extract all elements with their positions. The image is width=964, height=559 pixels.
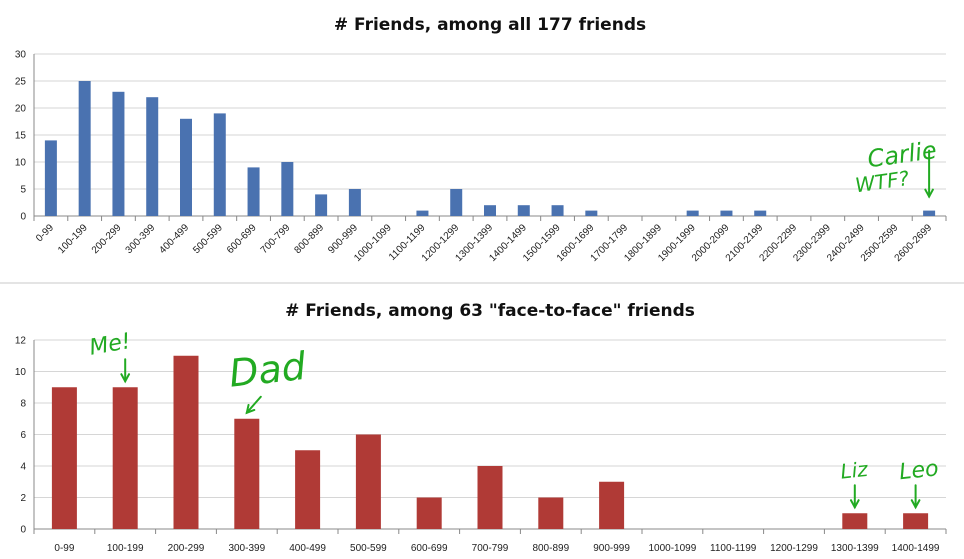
bar (315, 194, 328, 216)
bar (484, 205, 496, 216)
annotation-text: Leo (898, 456, 940, 485)
bar (416, 210, 429, 216)
annotation-arrow (245, 395, 262, 415)
y-tick-label: 20 (15, 104, 27, 115)
bar (146, 97, 159, 216)
x-tick-label: 300-399 (124, 222, 158, 256)
x-tick-label: 900-999 (593, 543, 630, 554)
chart-1: # Friends, among all 177 friends 0 5 10 15 20… (15, 15, 947, 264)
x-tick-label: 900-999 (326, 222, 360, 256)
bar (247, 167, 260, 216)
bar (51, 387, 77, 529)
x-tick-label: 700-799 (259, 222, 293, 256)
bar (281, 162, 294, 216)
y-tick-label: 6 (20, 430, 26, 441)
x-tick-label: 400-499 (157, 222, 191, 256)
x-tick-label: 800-899 (293, 222, 327, 256)
y-tick-label: 10 (15, 158, 27, 169)
y-tick-label: 8 (20, 399, 26, 410)
y-tick-label: 5 (20, 185, 26, 196)
annotation-text: Liz (839, 457, 869, 484)
x-tick-label: 400-499 (289, 543, 326, 554)
bar (551, 205, 564, 216)
chart-2: # Friends, among 63 "face-to-face" frien… (15, 301, 947, 554)
x-tick-label: 1000-1099 (648, 543, 696, 554)
y-tick-label: 30 (15, 50, 27, 61)
x-tick-label: 500-599 (191, 222, 225, 256)
x-tick-label: 0-99 (54, 543, 74, 554)
y-tick-label: 4 (20, 462, 26, 473)
bar (416, 497, 442, 529)
bar (180, 118, 192, 216)
x-tick-label: 1400-1499 (892, 543, 940, 554)
bar (477, 466, 503, 529)
x-tick-label: 800-899 (532, 543, 569, 554)
bar (923, 210, 936, 216)
bar (686, 210, 699, 216)
x-tick-label: 300-399 (228, 543, 265, 554)
x-tick-label: 500-599 (350, 543, 387, 554)
x-tick-label: 200-299 (168, 543, 205, 554)
bar (44, 140, 57, 216)
x-tick-label: 1300-1399 (831, 543, 879, 554)
annotation-text: WTF? (854, 166, 911, 197)
bar (355, 434, 381, 529)
annotation-arrow (924, 149, 934, 199)
x-tick-label: 700-799 (472, 543, 509, 554)
bar (78, 81, 91, 216)
annotation-text: Me! (88, 329, 133, 361)
x-tick-label: 2600-2699 (893, 222, 935, 264)
annotation-arrow (849, 484, 860, 510)
bar (295, 450, 321, 529)
annotation-arrow (120, 358, 131, 384)
bar (903, 513, 929, 529)
chart-title: # Friends, among all 177 friends (334, 15, 646, 35)
x-tick-label: 1100-1199 (710, 543, 757, 554)
bar (538, 497, 564, 529)
bar (348, 189, 361, 216)
y-tick-label: 0 (20, 525, 26, 536)
annotation-text: Dad (227, 344, 309, 396)
y-tick-label: 25 (15, 77, 27, 88)
bar (112, 387, 138, 529)
bar (173, 355, 199, 529)
y-tick-label: 2 (20, 493, 26, 504)
bar (599, 481, 625, 529)
bar (720, 210, 733, 216)
bar (112, 91, 125, 216)
x-tick-label: 100-199 (107, 543, 144, 554)
x-tick-label: 1000-1099 (352, 222, 394, 264)
x-tick-label: 200-299 (90, 222, 124, 256)
x-tick-label: 600-699 (225, 222, 259, 256)
x-tick-label: 100-199 (56, 222, 90, 256)
bar (450, 189, 463, 216)
y-tick-label: 0 (20, 212, 26, 223)
annotation-arrow (910, 484, 921, 510)
bar (842, 513, 868, 529)
y-tick-label: 12 (15, 336, 27, 347)
y-tick-label: 15 (15, 131, 27, 142)
bar (517, 205, 530, 216)
x-tick-label: 600-699 (411, 543, 448, 554)
x-tick-label: 1200-1299 (770, 543, 818, 554)
x-tick-label: 0-99 (34, 222, 56, 244)
bar (585, 210, 598, 216)
chart-title: # Friends, among 63 "face-to-face" frien… (285, 301, 695, 321)
bar (754, 210, 767, 216)
bar (213, 113, 226, 216)
bar (234, 418, 260, 529)
y-tick-label: 10 (15, 367, 27, 378)
